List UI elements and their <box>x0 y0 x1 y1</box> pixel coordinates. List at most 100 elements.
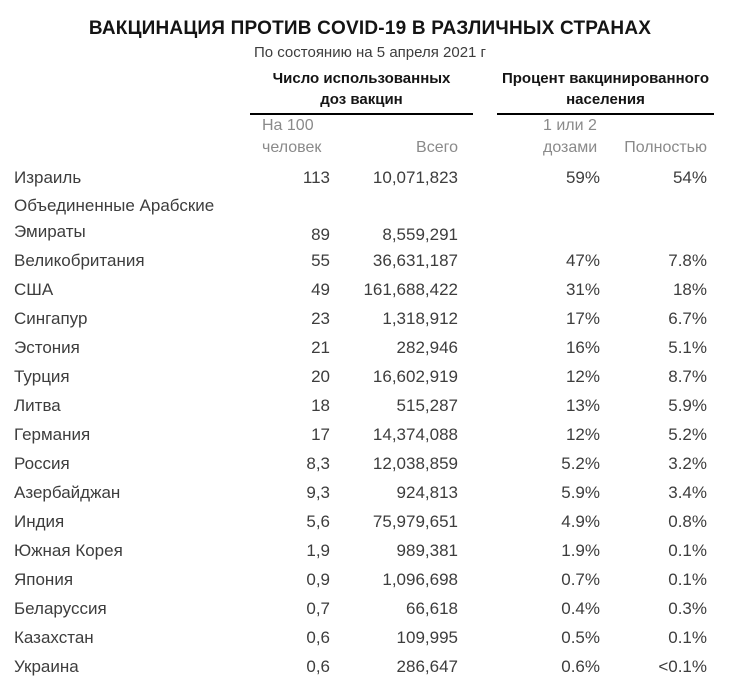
fully-cell: 18% <box>672 279 707 299</box>
dose12-cell: 17% <box>565 308 600 328</box>
total-cell: 282,946 <box>396 337 458 357</box>
dose12-cell: 5.9% <box>561 482 600 502</box>
group-header-doses-line2: доз вакцин <box>320 91 403 108</box>
dose12-cell: 47% <box>565 250 600 270</box>
table-row: Южная Корея 1,9 989,381 1.9% 0.1% <box>0 536 714 565</box>
dose12-cell: 59% <box>565 167 600 187</box>
total-cell: 515,287 <box>396 395 458 415</box>
sub-header-gap <box>473 114 497 163</box>
per100-cell: 113 <box>302 167 330 187</box>
group-header-percent-line2: населения <box>566 91 645 108</box>
fully-cell: 54% <box>672 167 707 187</box>
country-cell: Япония <box>14 569 74 589</box>
dose12-cell: 0.6% <box>561 656 600 676</box>
country-cell: Украина <box>14 656 79 676</box>
per100-cell: 20 <box>311 366 330 386</box>
total-cell: 109,995 <box>396 627 458 647</box>
group-header-row: Число использованных доз вакцин Процент … <box>0 68 714 115</box>
gap-cell <box>473 449 497 478</box>
dose12-cell: 0.7% <box>561 569 600 589</box>
country-cell: Индия <box>14 511 65 531</box>
per100-cell: 21 <box>311 337 330 357</box>
table-body: Израиль 113 10,071,823 59% 54% Объединенные А… <box>0 163 714 681</box>
country-cell: Сингапур <box>14 308 88 328</box>
group-header-empty <box>0 68 250 114</box>
group-header-percent-line1: Процент вакцинированного <box>501 70 710 87</box>
dose12-cell: 13% <box>565 395 600 415</box>
country-cell: Беларуссия <box>14 598 107 618</box>
country-cell: США <box>14 279 54 299</box>
vaccination-table: Число использованных доз вакцин Процент … <box>0 68 714 681</box>
gap-cell <box>473 246 497 275</box>
per100-cell: 18 <box>311 395 330 415</box>
dose12-cell: 12% <box>565 424 600 444</box>
total-cell: 12,038,859 <box>372 453 458 473</box>
gap-cell <box>473 304 497 333</box>
fully-cell: 5.2% <box>668 424 707 444</box>
group-header-doses-line1: Число использованных <box>272 70 451 87</box>
total-cell: 924,813 <box>396 482 458 502</box>
table-row: Эстония 21 282,946 16% 5.1% <box>0 333 714 362</box>
gap-cell <box>473 420 497 449</box>
fully-cell: 0.1% <box>668 569 707 589</box>
total-cell: 8,559,291 <box>382 225 458 244</box>
gap-cell <box>473 536 497 565</box>
country-cell: Объединенные Арабские Эмираты <box>14 196 215 241</box>
per100-cell: 0,6 <box>306 627 330 647</box>
page-title: ВАКЦИНАЦИЯ ПРОТИВ COVID-19 В РАЗЛИЧНЫХ С… <box>88 18 652 39</box>
dose12-cell: 16% <box>565 337 600 357</box>
per100-cell: 17 <box>311 424 330 444</box>
gap-cell <box>473 333 497 362</box>
group-header-percent: Процент вакцинированного населения <box>497 68 714 115</box>
table-row: США 49 161,688,422 31% 18% <box>0 275 714 304</box>
table-row: Израиль 113 10,071,823 59% 54% <box>0 163 714 192</box>
table-row: Казахстан 0,6 109,995 0.5% 0.1% <box>0 623 714 652</box>
total-cell: 36,631,187 <box>372 250 458 270</box>
per100-cell: 9,3 <box>306 482 330 502</box>
country-cell: Эстония <box>14 337 80 357</box>
table-row: Россия 8,3 12,038,859 5.2% 3.2% <box>0 449 714 478</box>
dose12-cell: 0.4% <box>561 598 600 618</box>
gap-cell <box>473 652 497 681</box>
sub-header-total: Всего <box>416 139 458 156</box>
total-cell: 75,979,651 <box>372 511 458 531</box>
gap-cell <box>473 163 497 192</box>
table-row: Индия 5,6 75,979,651 4.9% 0.8% <box>0 507 714 536</box>
fully-cell: 3.4% <box>668 482 707 502</box>
total-cell: 10,071,823 <box>372 167 458 187</box>
country-cell: Германия <box>14 424 91 444</box>
per100-cell: 0,6 <box>306 656 330 676</box>
dose12-cell: 4.9% <box>561 511 600 531</box>
dose12-cell <box>497 192 607 246</box>
country-cell: Россия <box>14 453 70 473</box>
table-row: Сингапур 23 1,318,912 17% 6.7% <box>0 304 714 333</box>
per100-cell: 8,3 <box>306 453 330 473</box>
sub-header-dose12-line2: дозами <box>543 139 598 156</box>
per100-cell: 5,6 <box>306 511 330 531</box>
gap-cell <box>473 192 497 246</box>
fully-cell: 5.1% <box>668 337 707 357</box>
sub-header-per100: На 100 человек <box>250 114 337 163</box>
sub-header-dose12: 1 или 2 дозами <box>497 114 607 163</box>
table-row: Литва 18 515,287 13% 5.9% <box>0 391 714 420</box>
total-cell: 1,096,698 <box>382 569 458 589</box>
table-row: Беларуссия 0,7 66,618 0.4% 0.3% <box>0 594 714 623</box>
country-cell: Израиль <box>14 167 82 187</box>
per100-cell: 55 <box>311 250 330 270</box>
country-cell: Великобритания <box>14 250 145 270</box>
dose12-cell: 0.5% <box>561 627 600 647</box>
fully-cell: 8.7% <box>668 366 707 386</box>
per100-cell: 0,9 <box>306 569 330 589</box>
country-cell: Турция <box>14 366 70 386</box>
fully-cell: 3.2% <box>668 453 707 473</box>
sub-header-row: На 100 человек Всего 1 или 2 дозами Полн… <box>0 114 714 163</box>
group-header-doses: Число использованных доз вакцин <box>250 68 473 115</box>
table-row: Азербайджан 9,3 924,813 5.9% 3.4% <box>0 478 714 507</box>
fully-cell: 0.8% <box>668 511 707 531</box>
table-row: Великобритания 55 36,631,187 47% 7.8% <box>0 246 714 275</box>
gap-cell <box>473 565 497 594</box>
fully-cell: 0.1% <box>668 540 707 560</box>
sub-header-dose12-line1: 1 или 2 <box>543 117 597 134</box>
per100-cell: 0,7 <box>306 598 330 618</box>
fully-cell <box>607 192 714 246</box>
